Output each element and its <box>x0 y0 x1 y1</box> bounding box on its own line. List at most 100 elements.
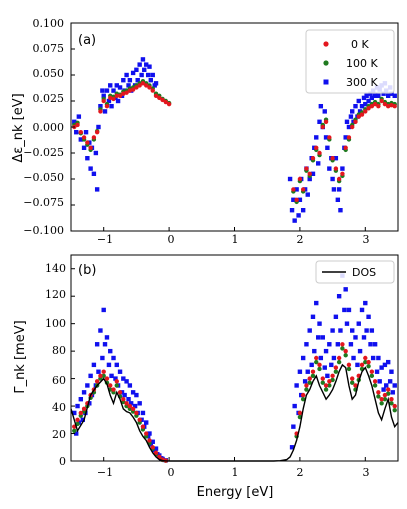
panel-a-point-300k <box>323 135 329 140</box>
legend-label-300k: 300 K <box>346 76 378 89</box>
panel-b-point-100k <box>327 383 332 388</box>
panel-a-point-300k <box>104 88 110 93</box>
panel-b-point-100k <box>307 380 312 385</box>
panel-a-point-300k <box>340 166 345 171</box>
panel-b-point-300k <box>127 383 133 388</box>
panel-b-point-300k <box>343 287 348 292</box>
panel-b-point-100k <box>369 373 375 379</box>
panel-a-point-300k <box>83 130 89 135</box>
panel-a-point-300k <box>130 70 136 76</box>
panel-a-point-300k <box>109 104 114 109</box>
panel-b-point-300k <box>147 431 152 436</box>
panel-b-point-100k <box>300 397 306 402</box>
panel-b-point-0k <box>346 362 352 368</box>
panel-b-point-300k <box>114 362 119 368</box>
panel-a-point-0k <box>376 104 381 109</box>
panel-b-legend: DOS <box>315 260 395 284</box>
panel-a-point-300k <box>76 114 82 119</box>
panel-b-point-300k <box>314 300 319 306</box>
panel-b-point-300k <box>291 424 296 429</box>
panel-a-ytick-label: −0.075 <box>23 196 64 209</box>
panel-b-point-0k <box>382 392 388 398</box>
panel-a-point-300k <box>98 104 103 109</box>
panel-b-point-0k <box>392 403 397 409</box>
panel-b-point-300k <box>372 342 378 347</box>
panel-b-point-300k <box>106 362 112 368</box>
panel-b-point-0k <box>307 376 312 381</box>
panel-b-point-300k <box>389 369 394 374</box>
panel-b-point-0k <box>127 403 133 409</box>
panel-b-point-300k <box>111 355 116 361</box>
panel-a-point-0k <box>111 96 116 102</box>
panel-b-point-300k <box>132 403 138 409</box>
panel-b-point-300k <box>85 383 90 388</box>
panel-a-point-300k <box>85 156 90 161</box>
panel-b-frame <box>70 254 399 462</box>
panel-b-point-300k <box>96 369 101 374</box>
panel-b-point-300k <box>310 314 316 319</box>
panel-b-point-0k <box>94 379 100 384</box>
panel-b-point-300k <box>331 355 337 361</box>
panel-b-point-0k <box>304 383 309 388</box>
panel-b-xlabel: Energy [eV] <box>197 485 274 500</box>
panel-b-point-100k <box>317 366 322 372</box>
panel-a-point-300k <box>310 171 316 176</box>
panel-b-point-300k <box>81 390 87 395</box>
panel-b-point-0k <box>369 369 375 374</box>
panel-b-point-100k <box>114 383 119 388</box>
panel-a-point-0k <box>98 109 103 114</box>
panel-b-point-300k <box>356 321 361 326</box>
panel-b-label: (b) <box>78 263 96 278</box>
panel-b-point-300k <box>374 369 380 374</box>
panel-a-point-300k <box>292 218 297 223</box>
panel-b-ytick-label: 20 <box>52 428 66 441</box>
panel-a-point-0k <box>147 85 152 90</box>
panel-a-point-300k <box>147 64 152 69</box>
panel-b-point-0k <box>98 373 103 379</box>
panel-b-point-0k <box>389 397 394 402</box>
panel-a-ytick-label: −0.100 <box>23 224 64 237</box>
panel-b-point-300k <box>101 307 106 313</box>
panel-a-point-300k <box>364 93 369 98</box>
panel-a-point-300k <box>108 83 113 88</box>
panel-a-point-300k <box>142 67 147 72</box>
panel-b-point-300k <box>377 379 382 384</box>
panel-b-point-0k <box>300 392 306 398</box>
panel-a-point-0k <box>104 104 110 109</box>
panel-b-point-300k <box>344 321 350 326</box>
panel-a-point-0k <box>157 95 162 101</box>
panel-a-point-300k <box>115 98 121 104</box>
panel-b-point-300k <box>325 373 330 379</box>
panel-b-point-100k <box>392 407 397 413</box>
panel-a-point-0k <box>130 87 136 92</box>
panel-a-point-300k <box>121 78 126 83</box>
panel-a-xtick-label: −1 <box>97 233 113 246</box>
panel-b-point-300k <box>126 397 131 402</box>
panel-b-point-0k <box>81 406 87 412</box>
panel-b: Γ_nk [meV] 0 20 40 60 80 100 120 140 −1 … <box>13 254 399 500</box>
panel-b-point-0k <box>340 342 345 347</box>
panel-b-point-300k <box>317 321 322 326</box>
panel-a-point-300k <box>140 57 146 62</box>
panel-b-point-0k <box>130 406 136 412</box>
panel-b-point-0k <box>363 355 368 361</box>
panel-a-point-0k <box>320 124 325 130</box>
panel-a-legend-box <box>305 29 395 94</box>
panel-a-point-0k <box>137 83 142 88</box>
panel-b-point-0k <box>314 355 319 361</box>
panel-b-point-300k <box>137 401 142 406</box>
panel-b-point-100k <box>372 383 378 388</box>
legend-label-dos: DOS <box>352 266 376 279</box>
panel-a-point-300k <box>88 166 93 171</box>
panel-b-ytick-label: 40 <box>52 401 66 414</box>
panel-b-point-0k <box>75 417 80 422</box>
panel-b-point-300k <box>292 403 297 409</box>
panel-b-point-0k <box>323 383 329 388</box>
panel-b-point-0k <box>78 410 84 416</box>
panel-a-point-0k <box>310 156 316 161</box>
panel-a-point-300k <box>344 119 350 124</box>
panel-a-xtick-label: 0 <box>168 233 175 246</box>
panel-b-point-300k <box>305 369 310 374</box>
panel-a-point-0k <box>114 93 119 99</box>
panel-a-point-0k <box>124 90 129 95</box>
